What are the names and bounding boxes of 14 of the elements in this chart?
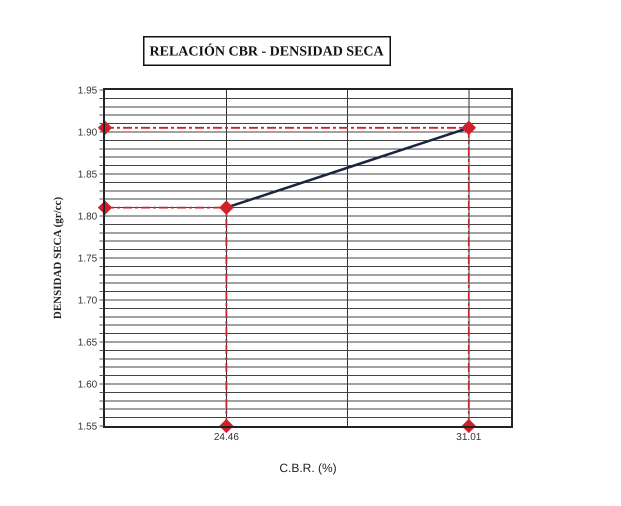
y-tick-label: 1.95 [78,86,98,96]
y-axis-title: DENSIDAD SECA (gr/cc) [52,196,64,320]
y-tick-label: 1.70 [78,296,98,306]
chart-title: RELACIÓN CBR - DENSIDAD SECA [150,42,385,60]
y-tick-label: 1.65 [78,338,98,348]
x-axis-title: C.B.R. (%) [279,461,337,476]
x-tick-label: 24.46 [214,432,240,443]
y-tick-label: 1.85 [78,170,98,180]
y-tick-label: 1.90 [78,128,98,138]
y-tick-label: 1.80 [78,212,98,222]
y-tick-label: 1.60 [78,380,98,390]
x-tick-label: 31.01 [456,432,482,443]
y-tick-label: 1.75 [78,254,98,264]
y-tick-label: 1.55 [78,422,98,432]
